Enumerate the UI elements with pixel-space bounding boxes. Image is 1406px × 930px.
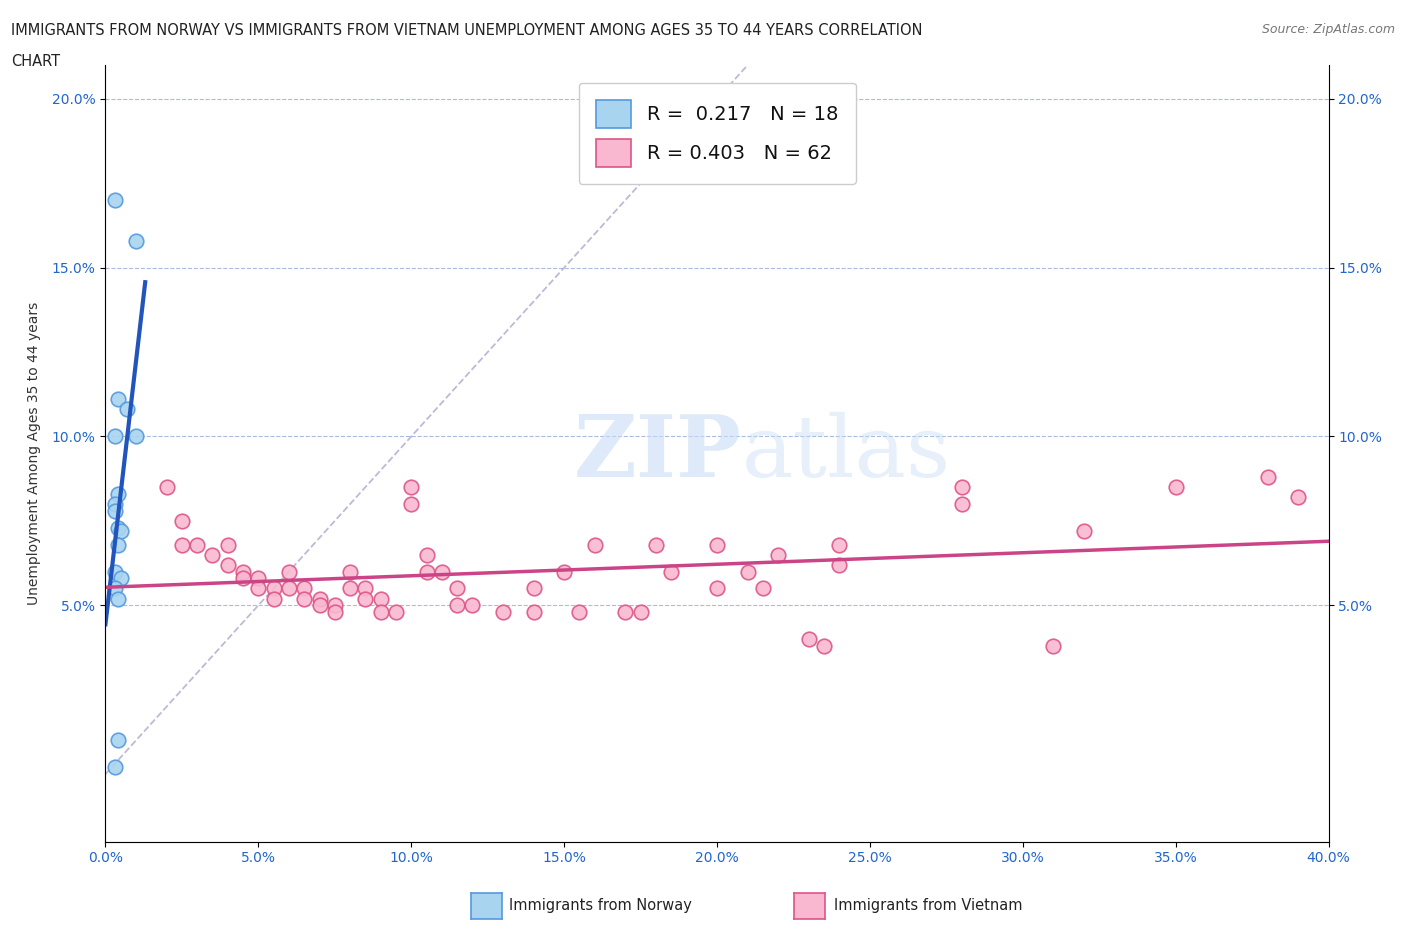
Point [104, 581, 127, 596]
Point [217, 557, 239, 572]
Point [752, 581, 775, 596]
Point [104, 565, 127, 579]
Point [155, 480, 177, 495]
Point [706, 538, 728, 552]
Point [125, 233, 148, 248]
Point [323, 604, 346, 619]
Point [828, 557, 851, 572]
Text: Immigrants from Norway: Immigrants from Norway [509, 898, 692, 913]
Point [446, 581, 468, 596]
Point [339, 565, 361, 579]
Legend: R =  0.217   N = 18, R = 0.403   N = 62: R = 0.217 N = 18, R = 0.403 N = 62 [579, 83, 855, 184]
Point [115, 402, 138, 417]
Point [292, 581, 315, 596]
Text: Immigrants from Vietnam: Immigrants from Vietnam [834, 898, 1022, 913]
Point [553, 565, 575, 579]
Point [1286, 490, 1309, 505]
Point [104, 193, 127, 207]
Point [110, 524, 132, 538]
Text: Source: ZipAtlas.com: Source: ZipAtlas.com [1261, 23, 1395, 36]
Point [492, 604, 515, 619]
Point [354, 591, 377, 606]
Point [263, 581, 285, 596]
Point [461, 598, 484, 613]
Text: atlas: atlas [741, 412, 950, 495]
Point [385, 604, 408, 619]
Point [278, 581, 301, 596]
Point [107, 392, 129, 406]
Point [523, 604, 546, 619]
Point [768, 547, 790, 562]
Point [354, 581, 377, 596]
Point [308, 591, 330, 606]
Point [797, 631, 820, 646]
Point [107, 733, 129, 748]
Point [104, 497, 127, 512]
Point [201, 547, 224, 562]
Point [104, 429, 127, 444]
Point [415, 547, 437, 562]
Point [401, 480, 423, 495]
Point [170, 513, 193, 528]
Point [523, 581, 546, 596]
Point [278, 565, 301, 579]
Point [107, 538, 129, 552]
Point [217, 538, 239, 552]
Text: CHART: CHART [11, 54, 60, 69]
Point [1073, 524, 1095, 538]
Point [339, 581, 361, 596]
Point [950, 480, 973, 495]
Point [104, 503, 127, 518]
Point [415, 565, 437, 579]
Point [950, 497, 973, 512]
Point [1164, 480, 1187, 495]
Point [659, 565, 682, 579]
Point [170, 538, 193, 552]
Point [308, 598, 330, 613]
Point [292, 591, 315, 606]
Point [263, 591, 285, 606]
Point [446, 598, 468, 613]
Point [813, 638, 835, 653]
Point [125, 429, 148, 444]
Point [828, 538, 851, 552]
Text: ZIP: ZIP [574, 411, 741, 496]
Point [614, 604, 637, 619]
Point [370, 604, 392, 619]
Text: IMMIGRANTS FROM NORWAY VS IMMIGRANTS FROM VIETNAM UNEMPLOYMENT AMONG AGES 35 TO : IMMIGRANTS FROM NORWAY VS IMMIGRANTS FRO… [11, 23, 922, 38]
Point [232, 571, 254, 586]
Point [568, 604, 591, 619]
Point [1256, 470, 1278, 485]
Point [430, 565, 453, 579]
Point [737, 565, 759, 579]
Point [706, 581, 728, 596]
Point [107, 591, 129, 606]
Point [247, 571, 270, 586]
Point [583, 538, 606, 552]
Point [644, 538, 666, 552]
Point [370, 591, 392, 606]
Point [186, 538, 208, 552]
Y-axis label: Unemployment Among Ages 35 to 44 years: Unemployment Among Ages 35 to 44 years [27, 301, 41, 605]
Point [104, 760, 127, 775]
Point [401, 497, 423, 512]
Point [107, 486, 129, 501]
Point [110, 571, 132, 586]
Point [247, 581, 270, 596]
Point [630, 604, 652, 619]
Point [1042, 638, 1064, 653]
Point [107, 520, 129, 535]
Point [323, 598, 346, 613]
Point [232, 565, 254, 579]
